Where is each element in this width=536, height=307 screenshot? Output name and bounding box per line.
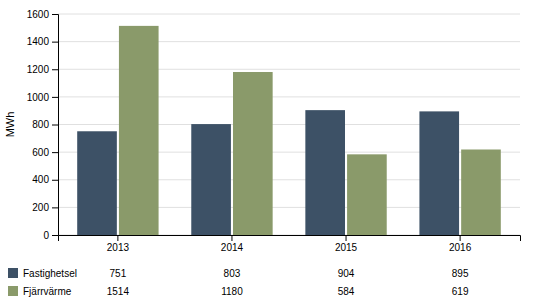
- y-tick-label: 1200: [27, 64, 50, 75]
- y-tick: 400: [32, 174, 58, 185]
- data-label: 1514: [107, 286, 130, 297]
- bar: [347, 154, 387, 235]
- chart: 0200400600800100012001400160020132014201…: [0, 0, 536, 307]
- x-tick: 2015: [335, 235, 358, 253]
- x-tick-mark: [231, 235, 232, 241]
- x-tick: 2014: [221, 235, 244, 253]
- legend-swatch: [8, 268, 18, 278]
- y-tick-label: 200: [32, 202, 49, 213]
- x-axis-line: [59, 236, 521, 242]
- y-tick-mark: [52, 14, 58, 15]
- data-label: 1180: [221, 286, 243, 297]
- x-tick-mark: [117, 235, 118, 241]
- data-label: 895: [452, 268, 469, 279]
- y-tick-mark: [52, 207, 58, 208]
- plot: 0200400600800100012001400160020132014201…: [27, 9, 521, 253]
- bar-series: [119, 26, 501, 235]
- y-tick-label: 1400: [27, 36, 50, 47]
- bars: [77, 26, 501, 235]
- y-tick-mark: [52, 69, 58, 70]
- y-axis: 0 200 400 600 800 1000 1200 1400 1600: [27, 9, 59, 241]
- y-tick: 800: [32, 119, 58, 130]
- data-label: 904: [338, 268, 355, 279]
- y-tick-label: 1600: [27, 9, 50, 20]
- y-axis-line: [52, 15, 59, 236]
- x-tick-label: 2015: [335, 242, 358, 253]
- y-tick: 600: [32, 147, 58, 158]
- bar: [119, 26, 159, 235]
- y-tick-label: 800: [32, 119, 49, 130]
- data-label: 751: [110, 268, 127, 279]
- y-tick-mark: [52, 125, 58, 126]
- x-tick: 2016: [449, 235, 472, 253]
- y-tick-label: 0: [43, 230, 49, 241]
- y-axis-title: MWh: [4, 112, 16, 138]
- y-tick-mark: [52, 152, 58, 153]
- bar: [191, 124, 231, 235]
- y-tick: 200: [32, 202, 58, 213]
- x-tick-label: 2016: [449, 242, 472, 253]
- y-tick-label: 600: [32, 147, 49, 158]
- x-tick-mark: [460, 235, 461, 241]
- x-tick-label: 2013: [107, 242, 130, 253]
- y-tick: 0: [43, 230, 58, 241]
- bar: [233, 72, 273, 235]
- bar: [461, 150, 501, 235]
- legend-swatch: [8, 286, 18, 296]
- y-tick: 1200: [27, 64, 58, 75]
- data-label: 803: [224, 268, 241, 279]
- y-tick: 1000: [27, 92, 58, 103]
- bar: [419, 111, 459, 235]
- data-label: 619: [452, 286, 469, 297]
- x-tick: 2013: [107, 235, 130, 253]
- x-axis: 2013 2014 2015 2016: [59, 235, 521, 253]
- y-tick: 1400: [27, 36, 58, 47]
- data-label: 584: [338, 286, 355, 297]
- y-tick-mark: [52, 235, 58, 236]
- y-tick-mark: [52, 42, 58, 43]
- bar: [305, 110, 345, 235]
- y-tick: 1600: [27, 9, 58, 20]
- bar: [77, 131, 117, 235]
- y-tick-mark: [52, 97, 58, 98]
- y-tick-mark: [52, 180, 58, 181]
- grid: [58, 14, 520, 235]
- y-tick-label: 1000: [27, 92, 50, 103]
- legend-label: Fjärrvärme: [23, 286, 72, 297]
- y-tick-label: 400: [32, 174, 49, 185]
- legend-label: Fastighetsel: [23, 268, 77, 279]
- x-tick-label: 2014: [221, 242, 244, 253]
- x-tick-mark: [346, 235, 347, 241]
- grid-line: [58, 14, 520, 15]
